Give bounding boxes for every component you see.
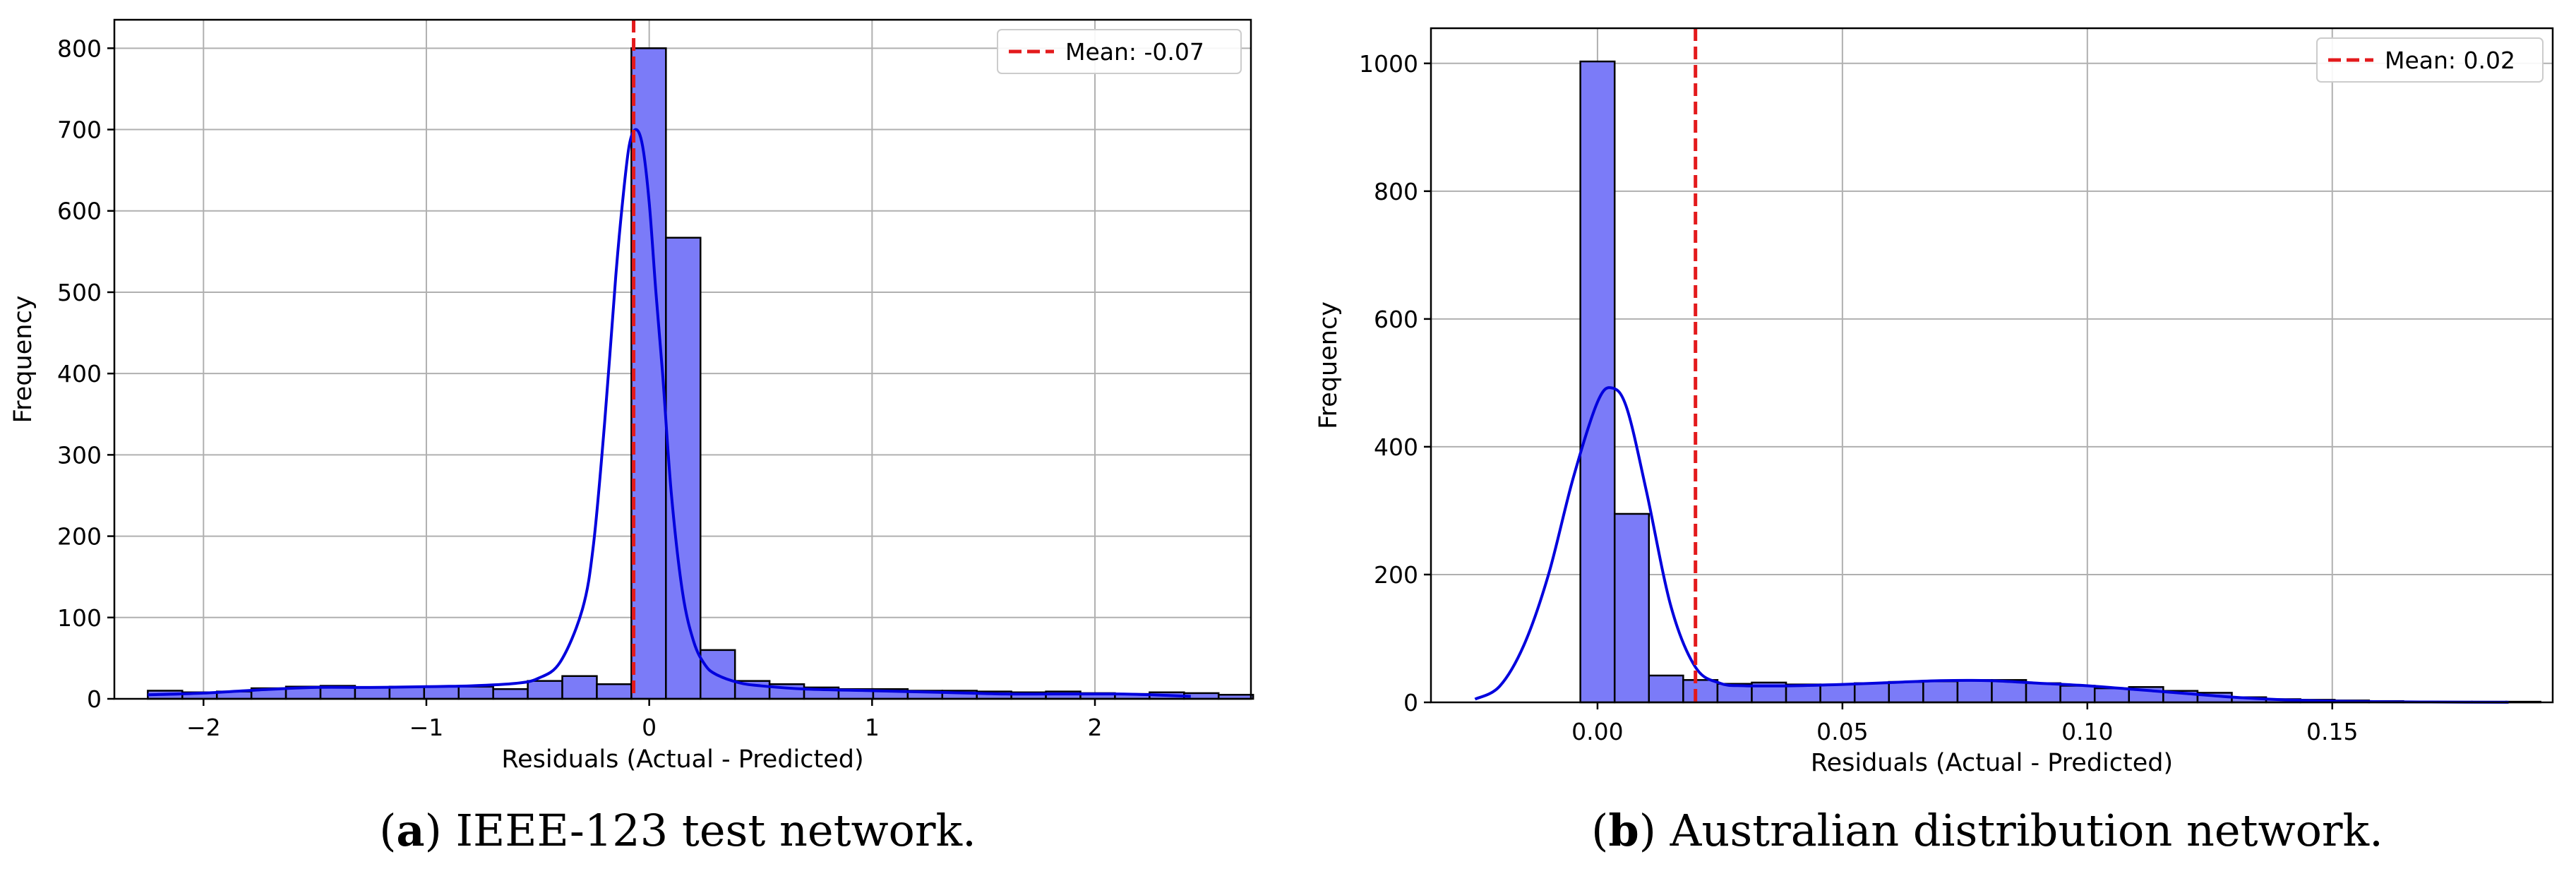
y-tick-label: 400 <box>57 360 102 388</box>
histogram-bar <box>457 685 494 700</box>
caption-b-letter: b <box>1608 805 1639 856</box>
y-tick-label: 1000 <box>1359 50 1418 78</box>
histogram-bar <box>1613 512 1651 704</box>
kde-curve <box>148 128 1191 698</box>
y-tick-label: 200 <box>1374 561 1418 589</box>
y-tick-label: 800 <box>57 35 102 62</box>
y-tick-label: 600 <box>57 198 102 225</box>
histogram-bar <box>1682 679 1719 704</box>
histogram-bar <box>527 680 563 700</box>
x-tick-label: 0.00 <box>1571 718 1623 745</box>
histogram-bar <box>1819 683 1856 704</box>
legend-mean-label: Mean: 0.02 <box>2385 47 2515 74</box>
y-axis-label: Frequency <box>1314 301 1343 429</box>
x-tick-label: 0.10 <box>2061 718 2113 745</box>
legend-mean-label: Mean: -0.07 <box>1065 38 1204 66</box>
x-tick-label: 0.15 <box>2306 718 2358 745</box>
histogram-bar <box>2093 687 2131 704</box>
histogram-bar <box>1888 680 1924 704</box>
histogram-bar <box>1648 674 1684 704</box>
histogram-bar <box>354 686 391 700</box>
legend-box <box>997 29 1242 74</box>
x-axis-label: Residuals (Actual - Predicted) <box>1811 749 2173 777</box>
histogram-bar <box>423 685 460 700</box>
y-tick-label: 800 <box>1374 178 1418 205</box>
x-tick-label: 1 <box>865 714 880 741</box>
histogram-bar <box>2059 685 2096 704</box>
y-tick-label: 0 <box>87 685 102 713</box>
y-tick-label: 600 <box>1374 306 1418 333</box>
legend-box <box>2316 37 2544 83</box>
histogram-bar <box>2025 682 2061 704</box>
x-tick-label: −1 <box>409 714 444 741</box>
y-tick-label: 500 <box>57 279 102 306</box>
histogram-bar <box>561 675 598 700</box>
caption-a: (a) IEEE-123 test network. <box>379 805 976 856</box>
histogram-bar <box>630 47 667 700</box>
y-tick-label: 100 <box>57 604 102 632</box>
histogram-bar <box>1922 680 1959 704</box>
chart-ieee-123: −2 −1 0 1 2 0 100 200 300 400 500 600 700 800 Residual… <box>9 18 1254 774</box>
y-tick-label: 700 <box>57 116 102 144</box>
x-tick-label: −2 <box>186 714 221 741</box>
y-tick-label: 200 <box>57 523 102 551</box>
y-tick-label: 400 <box>1374 433 1418 461</box>
y-tick-label: 0 <box>1403 689 1418 716</box>
caption-a-letter: a <box>396 805 425 856</box>
plot-frame <box>113 18 1252 700</box>
histogram-bar <box>1956 679 1993 704</box>
x-tick-label: 0 <box>642 714 657 741</box>
y-tick-label: 300 <box>57 441 102 469</box>
x-tick-label: 0.05 <box>1816 718 1868 745</box>
histogram-bar <box>1853 682 1891 704</box>
x-tick-label: 2 <box>1088 714 1103 741</box>
histogram-bar <box>1579 60 1616 704</box>
caption-b-text: Australian distribution network. <box>1670 805 2383 856</box>
histogram-bar <box>492 688 529 700</box>
caption-a-text: IEEE-123 test network. <box>455 805 976 856</box>
kde-curve <box>1474 386 2509 704</box>
histogram-bar <box>665 236 702 700</box>
y-axis-label: Frequency <box>9 296 37 424</box>
caption-b: (b) Australian distribution network. <box>1591 805 2383 856</box>
chart-australian: 0.00 0.05 0.10 0.15 0 200 400 600 800 1000 Residua… <box>1314 27 2554 777</box>
x-axis-label: Residuals (Actual - Predicted) <box>501 745 863 774</box>
histogram-bar <box>596 683 633 700</box>
plot-frame <box>1430 27 2554 704</box>
